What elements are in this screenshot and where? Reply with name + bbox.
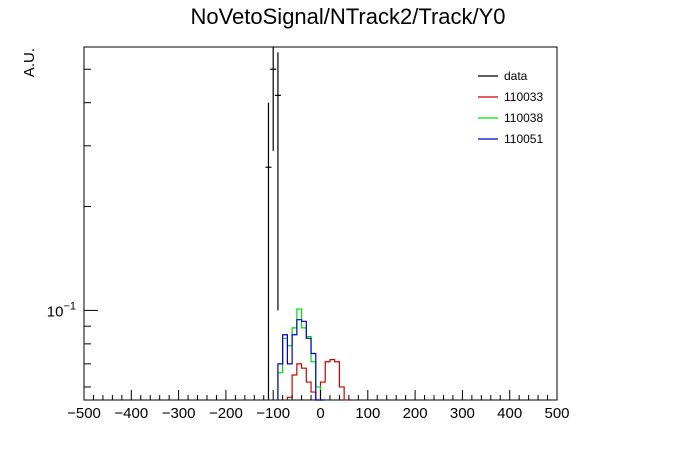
chart-title: NoVetoSignal/NTrack2/Track/Y0 xyxy=(190,4,505,29)
histogram-110033 xyxy=(286,359,349,401)
x-axis: −500 −400 −300 −200 −100 0 100 200 300 400 500 xyxy=(67,390,570,422)
plot-area-border xyxy=(83,46,558,401)
histogram-110051 xyxy=(277,319,326,401)
x-tick-label: −200 xyxy=(209,405,243,422)
x-tick-label: 100 xyxy=(355,405,380,422)
y-axis: 10−1 xyxy=(47,68,98,388)
y-axis-label: A.U. xyxy=(21,48,38,77)
legend: data 110033 110038 110051 xyxy=(478,69,543,146)
plot-frame xyxy=(83,46,558,401)
x-tick-label: −300 xyxy=(162,405,196,422)
x-tick-label: −100 xyxy=(256,405,290,422)
x-tick-label: 300 xyxy=(450,405,475,422)
x-tick-label: 400 xyxy=(497,405,522,422)
legend-label-110051: 110051 xyxy=(504,132,543,146)
legend-label-110033: 110033 xyxy=(504,90,543,104)
x-tick-label: 0 xyxy=(316,405,324,422)
legend-label-data: data xyxy=(504,69,528,83)
y-tick-label: 10−1 xyxy=(47,300,76,320)
x-tick-label: 200 xyxy=(403,405,428,422)
histogram-110038 xyxy=(277,308,326,401)
x-tick-label: −400 xyxy=(114,405,148,422)
legend-label-110038: 110038 xyxy=(504,111,543,125)
x-tick-label: −500 xyxy=(67,405,101,422)
series-layer xyxy=(265,47,349,401)
x-tick-label: 500 xyxy=(544,405,569,422)
